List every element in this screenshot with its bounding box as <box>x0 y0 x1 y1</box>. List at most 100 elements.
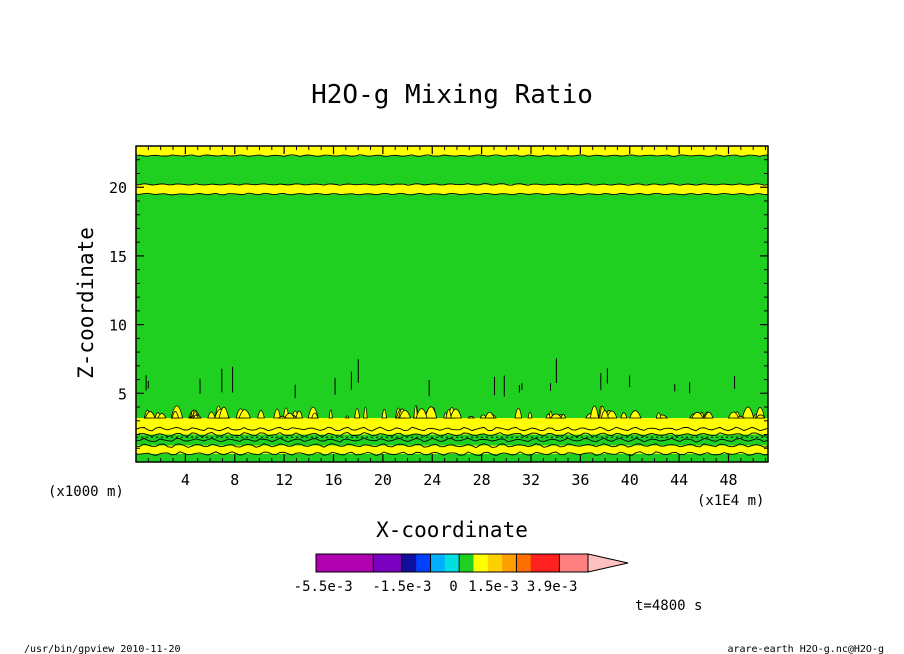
chart-title: H2O-g Mixing Ratio <box>311 80 593 110</box>
plume-mark <box>704 411 714 419</box>
contour-line <box>136 192 769 196</box>
colorbar-extend-arrow <box>587 553 629 573</box>
colorbar-tick-label: 0 <box>449 579 457 595</box>
colorbar-cell <box>559 554 574 572</box>
colorbar-cell <box>444 554 460 572</box>
layer-band <box>136 146 768 156</box>
contour-line <box>135 432 769 437</box>
plot-frame <box>135 145 769 463</box>
y-tick-label: 10 <box>109 317 127 335</box>
colorbar-tick-label: 1.5e-3 <box>468 579 519 595</box>
plume-mark <box>295 410 304 419</box>
plume-mark <box>284 412 296 419</box>
y-axis-unit: (x1000 m) <box>48 484 124 500</box>
plume-mark <box>345 415 350 419</box>
x-tick-label: 40 <box>621 471 639 489</box>
y-tick-label: 15 <box>109 248 127 266</box>
x-axis-unit: (x1E4 m) <box>697 493 764 509</box>
colorbar-cell <box>473 554 489 572</box>
y-axis-label: Z-coordinate <box>74 227 98 379</box>
plume-mark <box>144 411 156 419</box>
plume-mark <box>629 410 642 419</box>
colorbar <box>315 553 629 573</box>
contour-line <box>135 437 769 443</box>
plume-mark <box>600 410 609 419</box>
plume-mark <box>445 409 452 419</box>
contour-line <box>135 451 769 457</box>
colorbar-cell <box>416 554 431 572</box>
colorbar-cell <box>316 554 331 572</box>
plume-mark <box>655 412 662 419</box>
contour-line <box>135 183 769 186</box>
x-tick-label: 32 <box>522 471 540 489</box>
colorbar-cell <box>344 554 360 572</box>
plot-area <box>135 145 769 463</box>
x-axis-label: X-coordinate <box>376 518 528 542</box>
contour-line <box>135 426 769 432</box>
colorbar-cell <box>358 554 374 572</box>
plume-mark <box>467 415 475 419</box>
x-tick-label: 24 <box>423 471 441 489</box>
layer-band <box>136 155 768 185</box>
colorbar-cell <box>459 554 474 572</box>
colorbar-cell <box>516 554 532 572</box>
layer-band <box>136 184 768 195</box>
y-tick-label: 20 <box>109 179 127 197</box>
x-tick-label: 4 <box>181 471 190 489</box>
colorbar-cell <box>487 554 503 572</box>
colorbar-tick-label: -1.5e-3 <box>372 579 431 595</box>
plume-mark <box>171 411 180 419</box>
plume-mark <box>620 412 628 419</box>
plume-mark <box>311 412 319 419</box>
colorbar-tick-labels: -5.5e-3 -1.5e-3 0 1.5e-3 3.9e-3 <box>294 579 578 595</box>
colorbar-tick-label: 3.9e-3 <box>527 579 578 595</box>
plume-mark <box>755 414 766 419</box>
plume-mark <box>238 409 251 419</box>
plume-mark <box>398 409 412 419</box>
colorbar-tick-label: -5.5e-3 <box>294 579 353 595</box>
colorbar-cell <box>430 554 446 572</box>
x-tick-label: 12 <box>275 471 293 489</box>
layer-band <box>136 445 768 454</box>
x-tick-label: 8 <box>230 471 239 489</box>
plume-mark <box>424 406 438 419</box>
colorbar-cell <box>545 554 560 572</box>
colorbar-frame <box>315 553 589 573</box>
plume-mark <box>514 407 523 419</box>
contour-line <box>135 154 769 157</box>
colorbar-cell <box>573 554 589 572</box>
plume-mark <box>381 408 388 419</box>
plume-mark <box>218 406 230 419</box>
plume-mark <box>277 415 287 419</box>
colorbar-cell <box>330 554 345 572</box>
layer-band <box>136 418 768 435</box>
time-label: t=4800 s <box>635 598 702 614</box>
x-tick-label: 44 <box>670 471 688 489</box>
plume-mark <box>328 409 333 419</box>
plume-mark <box>690 411 704 419</box>
plume-mark <box>193 414 200 419</box>
layer-band <box>136 453 768 462</box>
colorbar-cell <box>373 554 388 572</box>
plume-mark <box>354 408 361 419</box>
colorbar-cell <box>530 554 546 572</box>
x-tick-label: 20 <box>374 471 392 489</box>
colorbar-cell <box>387 554 403 572</box>
plume-mark <box>484 411 495 419</box>
colorbar-cell <box>502 554 517 572</box>
x-tick-label: 28 <box>473 471 491 489</box>
y-tick-label: 5 <box>118 385 127 403</box>
x-tick-label: 16 <box>324 471 342 489</box>
y-axis-ticks: 5 10 15 20 <box>109 159 768 449</box>
plume-mark <box>560 413 567 419</box>
x-axis-ticks: 4 8 12 16 20 24 28 32 36 40 44 48 <box>147 146 767 489</box>
plume-mark <box>415 408 428 419</box>
plume-mark <box>157 413 167 419</box>
plume-mark <box>741 406 755 419</box>
footer-right: arare-earth_H2O-g.nc@H2O-g <box>727 644 884 654</box>
colorbar-cell <box>401 554 417 572</box>
x-tick-label: 48 <box>719 471 737 489</box>
layer-band <box>136 434 768 446</box>
plume-mark <box>527 411 533 419</box>
